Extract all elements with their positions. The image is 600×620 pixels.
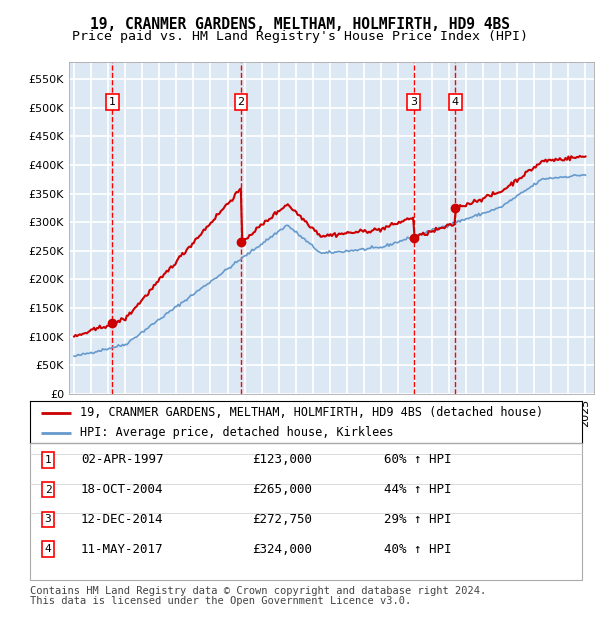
Text: 02-APR-1997: 02-APR-1997 [81,453,163,466]
Text: 1: 1 [44,455,52,465]
Text: 29% ↑ HPI: 29% ↑ HPI [384,513,452,526]
Text: 19, CRANMER GARDENS, MELTHAM, HOLMFIRTH, HD9 4BS: 19, CRANMER GARDENS, MELTHAM, HOLMFIRTH,… [90,17,510,32]
Text: 2: 2 [238,97,245,107]
Text: 19, CRANMER GARDENS, MELTHAM, HOLMFIRTH, HD9 4BS (detached house): 19, CRANMER GARDENS, MELTHAM, HOLMFIRTH,… [80,407,543,420]
Text: 4: 4 [452,97,459,107]
Text: £265,000: £265,000 [252,483,312,496]
Text: 12-DEC-2014: 12-DEC-2014 [81,513,163,526]
Text: This data is licensed under the Open Government Licence v3.0.: This data is licensed under the Open Gov… [30,596,411,606]
Text: 18-OCT-2004: 18-OCT-2004 [81,483,163,496]
Text: 60% ↑ HPI: 60% ↑ HPI [384,453,452,466]
Text: £324,000: £324,000 [252,542,312,556]
Text: 3: 3 [44,515,52,525]
Text: 3: 3 [410,97,417,107]
Text: Contains HM Land Registry data © Crown copyright and database right 2024.: Contains HM Land Registry data © Crown c… [30,586,486,596]
Text: HPI: Average price, detached house, Kirklees: HPI: Average price, detached house, Kirk… [80,427,393,439]
Text: 11-MAY-2017: 11-MAY-2017 [81,542,163,556]
Text: 2: 2 [44,485,52,495]
Text: Price paid vs. HM Land Registry's House Price Index (HPI): Price paid vs. HM Land Registry's House … [72,30,528,43]
Text: 4: 4 [44,544,52,554]
Text: £272,750: £272,750 [252,513,312,526]
Text: 1: 1 [109,97,116,107]
Text: 44% ↑ HPI: 44% ↑ HPI [384,483,452,496]
Text: 40% ↑ HPI: 40% ↑ HPI [384,542,452,556]
Text: £123,000: £123,000 [252,453,312,466]
